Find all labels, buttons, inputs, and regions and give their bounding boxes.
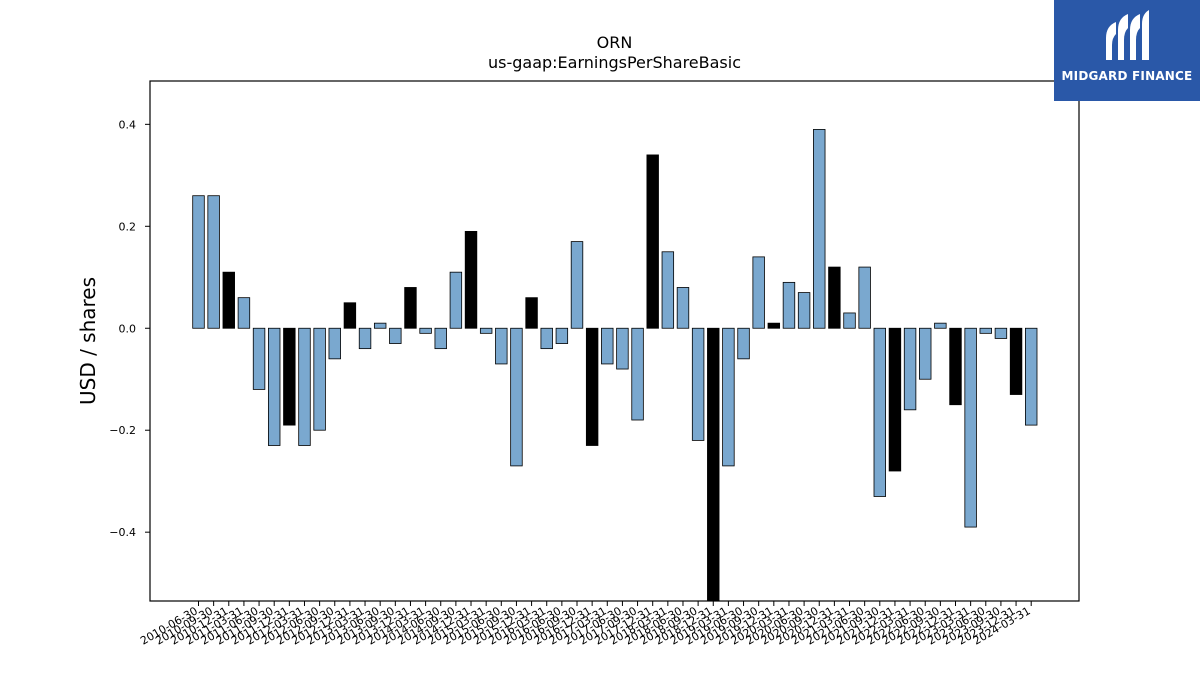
bar	[358, 327, 372, 350]
bar	[328, 327, 341, 360]
bar	[343, 302, 357, 329]
bar	[585, 327, 599, 446]
logo-text: MIDGARD FINANCE	[1061, 69, 1193, 83]
bar	[525, 297, 538, 329]
bar	[797, 292, 811, 329]
bar	[873, 327, 887, 497]
y-axis: −0.4 −0.2 0.0 0.2 0.4	[109, 118, 150, 539]
bar	[601, 327, 614, 365]
bar	[419, 327, 432, 334]
chart-subtitle: us-gaap:EarningsPerShareBasic	[488, 53, 741, 72]
bar	[813, 129, 826, 329]
bar	[298, 327, 311, 446]
bar	[767, 322, 781, 329]
bars-layer	[192, 129, 1038, 602]
bar	[964, 327, 977, 528]
bar	[979, 327, 992, 334]
bar	[207, 195, 220, 329]
bar	[434, 327, 447, 350]
bar	[237, 297, 251, 329]
bar	[994, 327, 1008, 339]
bar	[919, 327, 932, 380]
bar	[1025, 327, 1038, 426]
chart-title: ORN	[597, 33, 633, 52]
y-tick-label: 0.2	[119, 220, 137, 233]
y-tick-label: 0.4	[119, 118, 137, 131]
bar	[555, 327, 569, 344]
bar	[389, 327, 402, 344]
bar	[707, 327, 720, 602]
bar	[631, 327, 644, 421]
bar	[752, 256, 765, 329]
y-tick-label: −0.4	[109, 526, 136, 539]
bar	[479, 327, 493, 334]
bar	[676, 287, 690, 329]
bar	[691, 327, 705, 441]
y-axis-label: USD / shares	[76, 277, 100, 405]
bar	[1009, 327, 1023, 395]
bar	[949, 327, 962, 406]
bar	[252, 327, 266, 390]
bar	[373, 322, 387, 329]
bar	[313, 327, 326, 431]
bar	[888, 327, 902, 472]
bar	[540, 327, 553, 350]
bar	[495, 327, 508, 365]
bar	[737, 327, 750, 360]
bar	[222, 271, 235, 329]
bar	[267, 327, 281, 446]
bar	[192, 195, 205, 329]
bar	[828, 266, 841, 329]
bar	[858, 266, 871, 329]
bar	[404, 287, 417, 329]
y-tick-label: 0.0	[119, 322, 137, 335]
x-axis: 2010-06-302010-09-302010-12-312011-03-31…	[138, 601, 1033, 648]
bar	[283, 327, 296, 426]
y-tick-label: −0.2	[109, 424, 136, 437]
bar	[903, 327, 917, 411]
bar	[646, 154, 659, 329]
bar	[464, 230, 478, 329]
plot-frame	[149, 80, 1080, 602]
bar	[782, 281, 796, 329]
bar	[934, 322, 947, 329]
midgard-logo-mark-icon	[1106, 10, 1149, 60]
bar	[843, 312, 856, 329]
bar	[722, 327, 735, 467]
bar	[570, 241, 584, 329]
bar	[661, 251, 675, 329]
bar	[616, 327, 629, 370]
bar	[510, 327, 523, 467]
bar	[449, 271, 463, 329]
midgard-finance-logo: MIDGARD FINANCE	[1054, 0, 1200, 101]
